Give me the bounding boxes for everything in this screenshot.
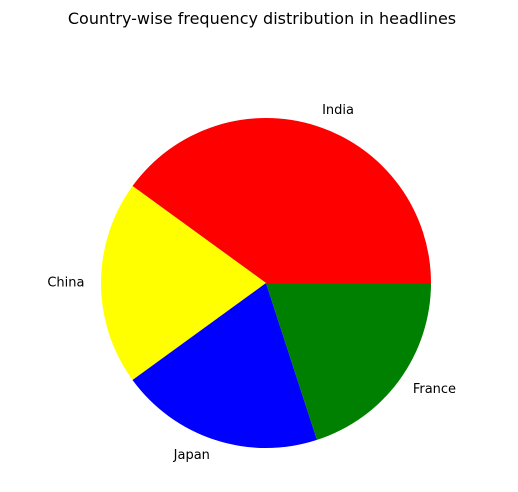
pie-labels: India China Japan France [47,103,456,463]
pie-label-japan: Japan [173,448,210,463]
pie-slice-china [101,186,266,380]
pie-label-france: France [413,382,456,397]
pie-label-india: India [322,103,354,118]
pie-slice-japan [132,283,317,448]
pie-slice-france [266,283,431,440]
pie-slices [101,118,431,448]
chart-title: Country-wise frequency distribution in h… [68,9,456,28]
pie-label-china: China [47,276,84,291]
pie-slice-india [132,118,431,284]
